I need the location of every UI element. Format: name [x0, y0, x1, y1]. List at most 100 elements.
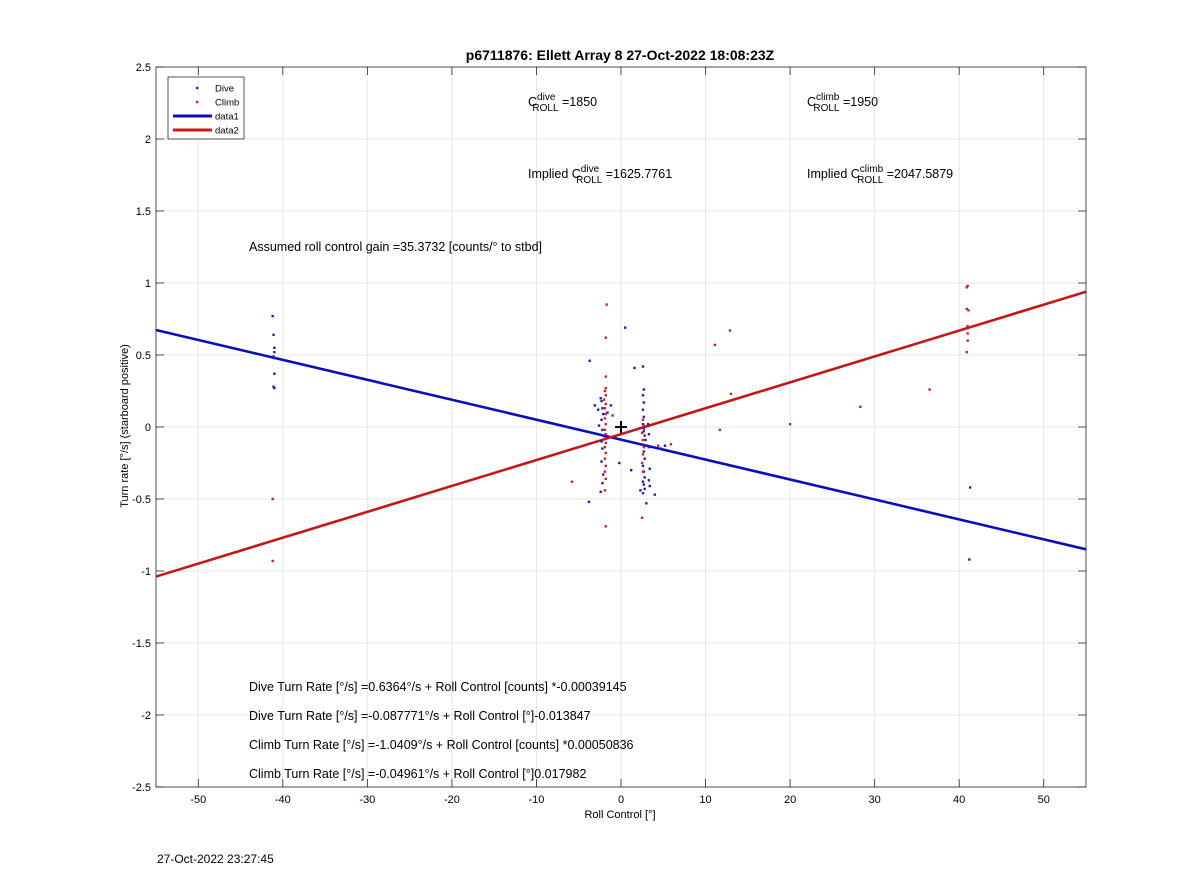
point-climb — [604, 477, 607, 481]
point-dive — [646, 422, 650, 426]
y-axis-label: Turn rate [°/s] (starboard positive) — [119, 344, 131, 508]
chart-title: p6711876: Ellett Array 8 27-Oct-2022 18:… — [466, 47, 775, 63]
point-dive — [647, 479, 651, 482]
point-dive — [624, 326, 627, 329]
x-tick-label: -40 — [275, 794, 291, 806]
point-dive — [602, 412, 605, 416]
point-climb — [603, 489, 607, 492]
point-climb — [604, 386, 607, 390]
legend: Dive Climb data1 data2 — [167, 76, 245, 140]
point-climb — [611, 414, 614, 417]
point-climb — [967, 309, 970, 312]
point-dive — [633, 366, 636, 370]
point-dive — [643, 457, 646, 460]
legend-marker-dive — [196, 86, 199, 90]
point-climb — [604, 451, 607, 455]
point-climb — [602, 398, 606, 401]
point-dive — [642, 450, 646, 453]
point-dive — [602, 473, 605, 476]
x-tick-label: 20 — [784, 794, 796, 806]
climb-degrees-equation: Climb Turn Rate [°/s] =-0.04961°/s + Rol… — [249, 767, 586, 781]
point-dive — [641, 394, 645, 397]
point-dive — [601, 447, 604, 450]
point-dive — [272, 355, 275, 358]
legend-label-climb: Climb — [215, 98, 239, 109]
point-climb — [728, 329, 732, 332]
y-tick-label: 2 — [145, 134, 151, 146]
climb-counts-equation: Climb Turn Rate [°/s] =-1.0409°/s + Roll… — [249, 738, 634, 752]
point-climb — [603, 407, 607, 410]
point-dive — [600, 418, 603, 421]
point-dive — [647, 445, 651, 449]
point-climb — [965, 307, 968, 311]
point-dive — [587, 500, 591, 504]
fit-line-data1 — [155, 328, 1087, 551]
point-dive — [601, 481, 604, 485]
point-dive — [641, 422, 645, 426]
footer-timestamp: 27-Oct-2022 23:27:45 — [157, 852, 274, 866]
point-dive — [596, 408, 600, 411]
point-dive — [647, 433, 651, 436]
x-tick-label: 30 — [869, 794, 881, 806]
y-tick-label: -1 — [141, 566, 151, 578]
point-climb — [604, 402, 607, 406]
point-dive — [968, 486, 972, 489]
c-roll-climb-label: Cclimb ROLL =1950 — [807, 92, 878, 114]
point-climb — [966, 284, 969, 288]
point-dive — [643, 487, 646, 491]
point-dive — [648, 484, 651, 488]
point-dive — [273, 346, 276, 349]
point-climb — [657, 444, 660, 447]
y-tick-label: -2 — [141, 710, 151, 722]
y-tick-label: -1.5 — [132, 638, 151, 650]
point-climb — [640, 431, 644, 434]
x-tick-label: 50 — [1038, 794, 1050, 806]
y-tick-label: 0 — [145, 422, 151, 434]
legend-label-data2: data2 — [215, 126, 239, 137]
y-tick-label: 0.5 — [136, 350, 151, 362]
x-tick-label: -30 — [359, 794, 375, 806]
point-dive — [602, 434, 605, 437]
dive-degrees-equation: Dive Turn Rate [°/s] =-0.087771°/s + Rol… — [249, 709, 591, 723]
fit-line-data2 — [155, 290, 1087, 578]
point-dive — [599, 490, 602, 493]
point-dive — [643, 444, 646, 447]
point-climb — [642, 445, 646, 449]
point-climb — [604, 422, 607, 426]
y-tick-label: 1.5 — [136, 206, 151, 218]
implied-c-roll-dive-label: Implied Cdive ROLL =1625.7761 — [528, 164, 672, 186]
point-dive — [641, 492, 645, 495]
x-tick-label: 40 — [953, 794, 965, 806]
x-tick-label: -20 — [444, 794, 460, 806]
point-dive — [618, 461, 621, 465]
point-climb — [603, 437, 607, 440]
point-climb — [605, 303, 608, 306]
point-dive — [593, 404, 596, 407]
point-dive — [600, 460, 603, 463]
point-dive — [659, 447, 662, 450]
point-dive — [273, 372, 276, 375]
point-climb — [271, 497, 274, 501]
point-dive — [639, 489, 642, 492]
roll-gain-annotation: Assumed roll control gain =35.3732 [coun… — [249, 240, 542, 254]
x-tick-label: -50 — [190, 794, 206, 806]
x-axis-label: Roll Control [°] — [584, 809, 655, 821]
point-climb — [604, 394, 607, 397]
legend-marker-climb — [196, 100, 199, 104]
y-axis-ticks: -2.5 -2 -1.5 -1 -0.5 0 0.5 1 1.5 2 2.5 — [132, 62, 1086, 794]
implied-c-roll-climb-label: Implied Cclimb ROLL =2047.5879 — [807, 164, 953, 186]
point-dive — [641, 480, 645, 483]
point-climb — [604, 464, 607, 468]
legend-label-data1: data1 — [215, 112, 239, 123]
point-climb — [965, 286, 968, 289]
dive-counts-equation: Dive Turn Rate [°/s] =0.6364°/s + Roll C… — [249, 680, 627, 694]
legend-label-dive: Dive — [215, 84, 234, 95]
point-dive — [653, 493, 657, 496]
point-dive — [641, 408, 645, 411]
c-roll-dive-label: Cdive ROLL =1850 — [528, 92, 597, 114]
point-climb — [604, 412, 607, 416]
x-tick-label: -10 — [529, 794, 545, 806]
point-dive — [648, 467, 651, 470]
point-dive — [642, 483, 646, 486]
point-dive — [645, 502, 648, 505]
